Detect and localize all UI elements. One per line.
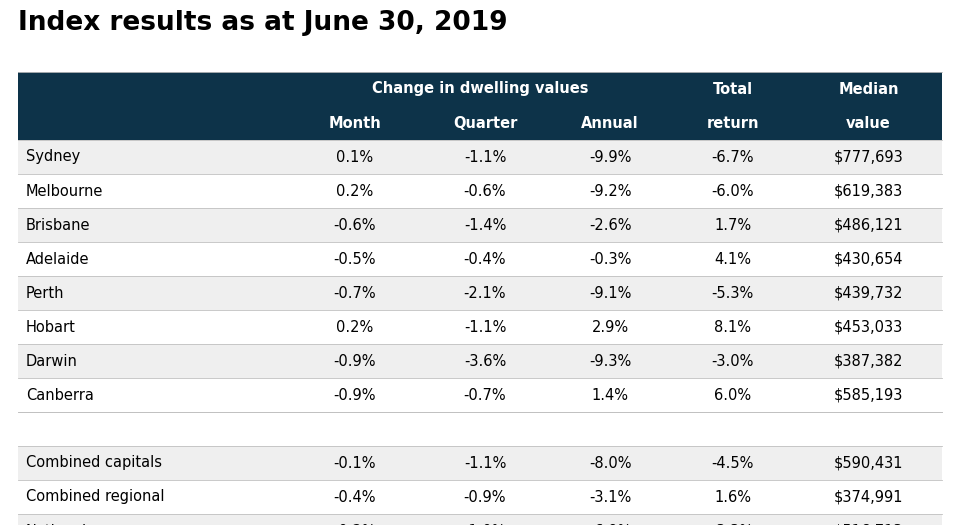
Text: $590,431: $590,431	[833, 456, 903, 470]
Text: 1.6%: 1.6%	[714, 489, 751, 505]
Text: $516,713: $516,713	[833, 523, 903, 525]
Text: -0.4%: -0.4%	[334, 489, 376, 505]
Text: $439,732: $439,732	[833, 286, 903, 300]
Text: $430,654: $430,654	[833, 251, 903, 267]
Text: -1.4%: -1.4%	[464, 217, 506, 233]
Text: -0.9%: -0.9%	[334, 353, 376, 369]
Text: -8.0%: -8.0%	[588, 456, 632, 470]
Text: -3.6%: -3.6%	[464, 353, 506, 369]
Text: 2.9%: 2.9%	[591, 320, 629, 334]
Bar	[18, 310, 942, 344]
Text: Combined regional: Combined regional	[26, 489, 164, 505]
Text: Perth: Perth	[26, 286, 64, 300]
Text: -6.7%: -6.7%	[711, 150, 754, 164]
Bar	[18, 72, 942, 106]
Bar	[18, 276, 942, 310]
Text: -3.1%: -3.1%	[588, 489, 631, 505]
Text: Change in dwelling values: Change in dwelling values	[372, 81, 588, 97]
Text: Hobart: Hobart	[26, 320, 76, 334]
Text: -0.9%: -0.9%	[334, 387, 376, 403]
Text: Combined capitals: Combined capitals	[26, 456, 162, 470]
Text: $486,121: $486,121	[833, 217, 903, 233]
Text: Darwin: Darwin	[26, 353, 78, 369]
Text: -9.1%: -9.1%	[588, 286, 631, 300]
Text: -0.1%: -0.1%	[334, 456, 376, 470]
Text: $619,383: $619,383	[834, 184, 903, 198]
Text: -3.0%: -3.0%	[711, 353, 754, 369]
Text: value: value	[846, 116, 891, 131]
Text: return: return	[707, 116, 758, 131]
Text: $387,382: $387,382	[833, 353, 903, 369]
Bar	[18, 140, 942, 174]
Text: -1.1%: -1.1%	[464, 456, 506, 470]
Text: Sydney: Sydney	[26, 150, 81, 164]
Text: Canberra: Canberra	[26, 387, 94, 403]
Text: -0.4%: -0.4%	[464, 251, 506, 267]
Text: Median: Median	[838, 81, 899, 97]
Text: -0.6%: -0.6%	[334, 217, 376, 233]
Text: -0.7%: -0.7%	[464, 387, 506, 403]
Text: $777,693: $777,693	[833, 150, 903, 164]
Text: -6.0%: -6.0%	[711, 184, 754, 198]
Text: Adelaide: Adelaide	[26, 251, 89, 267]
Bar	[18, 242, 942, 276]
Text: -0.6%: -0.6%	[464, 184, 506, 198]
Text: 1.4%: 1.4%	[591, 387, 629, 403]
Text: -2.6%: -2.6%	[588, 217, 632, 233]
Text: 4.1%: 4.1%	[714, 251, 751, 267]
Text: Total: Total	[712, 81, 753, 97]
Text: -3.3%: -3.3%	[711, 523, 754, 525]
Bar	[18, 480, 942, 514]
Text: $374,991: $374,991	[833, 489, 903, 505]
Text: 1.7%: 1.7%	[714, 217, 751, 233]
Text: -1.1%: -1.1%	[464, 320, 506, 334]
Text: -9.3%: -9.3%	[588, 353, 631, 369]
Bar	[18, 514, 942, 525]
Bar	[18, 106, 942, 140]
Text: Brisbane: Brisbane	[26, 217, 90, 233]
Bar	[18, 412, 942, 446]
Bar	[18, 174, 942, 208]
Text: Quarter: Quarter	[453, 116, 517, 131]
Text: National: National	[26, 523, 87, 525]
Text: 8.1%: 8.1%	[714, 320, 751, 334]
Text: Annual: Annual	[581, 116, 638, 131]
Text: 6.0%: 6.0%	[714, 387, 751, 403]
Bar	[18, 446, 942, 480]
Text: Month: Month	[328, 116, 381, 131]
Text: -6.9%: -6.9%	[588, 523, 631, 525]
Text: -1.1%: -1.1%	[464, 150, 506, 164]
Text: -0.5%: -0.5%	[334, 251, 376, 267]
Text: -5.3%: -5.3%	[711, 286, 754, 300]
Text: $585,193: $585,193	[834, 387, 903, 403]
Text: Index results as at June 30, 2019: Index results as at June 30, 2019	[18, 10, 508, 36]
Text: -0.3%: -0.3%	[588, 251, 631, 267]
Bar	[18, 378, 942, 412]
Text: -0.9%: -0.9%	[464, 489, 506, 505]
Text: 0.2%: 0.2%	[336, 184, 373, 198]
Text: -4.5%: -4.5%	[711, 456, 754, 470]
Text: -9.9%: -9.9%	[588, 150, 631, 164]
Text: -1.0%: -1.0%	[464, 523, 506, 525]
Bar	[18, 344, 942, 378]
Text: -0.7%: -0.7%	[334, 286, 376, 300]
Text: Melbourne: Melbourne	[26, 184, 104, 198]
Text: -2.1%: -2.1%	[464, 286, 506, 300]
Text: $453,033: $453,033	[834, 320, 903, 334]
Text: 0.1%: 0.1%	[336, 150, 373, 164]
Text: -9.2%: -9.2%	[588, 184, 632, 198]
Text: 0.2%: 0.2%	[336, 320, 373, 334]
Bar	[18, 208, 942, 242]
Text: -0.2%: -0.2%	[334, 523, 376, 525]
